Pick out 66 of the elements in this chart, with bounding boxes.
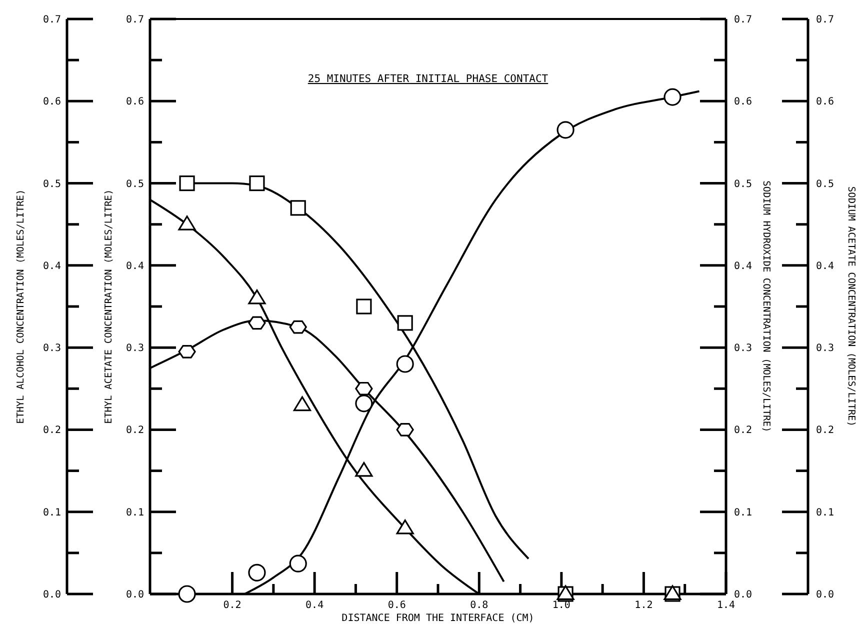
y3-tick-label: 0.4 — [42, 260, 61, 272]
point — [293, 396, 312, 412]
point — [178, 585, 196, 603]
point — [289, 320, 307, 334]
y2-tick-label: 0.4 — [734, 260, 752, 272]
x-tick-label: 1.2 — [634, 600, 653, 611]
point — [355, 394, 373, 412]
y-tick-label: 0.7 — [816, 14, 834, 26]
point — [248, 289, 266, 304]
x-axis-title: DISTANCE FROM THE INTERFACE (CM) — [342, 613, 534, 624]
point — [178, 216, 196, 230]
point — [355, 462, 373, 477]
y2-tick-label: 0.2 — [734, 425, 752, 436]
y3-axis-title: ETHYL ALCOHOL CONCENTRATION (MOLES/LITRE) — [15, 189, 26, 424]
point — [355, 382, 373, 396]
point — [396, 423, 414, 436]
y2-axis-title: SODIUM HYDROXIDE CONCENTRATION (MOLES/LITRE) — [760, 180, 772, 432]
y3-tick-label: 0.0 — [42, 590, 61, 600]
y3-tick-label: 0.6 — [42, 96, 61, 108]
y-tick-label: 0.7 — [126, 14, 144, 26]
y-tick-label: 0.5 — [816, 178, 834, 190]
point — [248, 564, 266, 582]
y-tick-label: 0.2 — [816, 425, 834, 436]
y-tick-label: 0.0 — [126, 590, 144, 600]
y3-tick-label: 0.1 — [42, 507, 61, 518]
x-tick-label: 0.6 — [388, 600, 406, 611]
point — [178, 344, 196, 358]
x-tick-label: 0.8 — [470, 600, 488, 611]
y-axis-title: SODIUM ACETATE CONCENTRATION (MOLES/LITRE) — [846, 186, 857, 427]
y-tick-label: 0.4 — [126, 260, 144, 272]
point — [397, 315, 413, 331]
point — [556, 121, 574, 139]
y3-tick-label: 0.2 — [42, 425, 61, 436]
point — [396, 519, 414, 534]
y-tick-label: 0.3 — [816, 343, 834, 354]
point — [356, 298, 372, 314]
y2-tick-label: 0.7 — [734, 14, 752, 26]
y-tick-label: 0.5 — [126, 178, 144, 190]
y2-tick-label: 0.5 — [734, 178, 752, 190]
y2-tick-label: 0.6 — [734, 96, 752, 108]
text: 25 MINUTES AFTER INITIAL PHASE CONTACT — [308, 73, 549, 85]
x-tick-label: 1.4 — [716, 600, 736, 611]
y2-tick-label: 0.1 — [734, 507, 752, 518]
y3-tick-label: 0.5 — [42, 178, 61, 190]
y-tick-label: 0.6 — [816, 96, 834, 108]
y3-tick-label: 0.7 — [42, 14, 61, 26]
y2-tick-label: 0.0 — [734, 590, 752, 600]
y-axis-title: ETHYL ACETATE CONCENTRATION (MOLES/LITRE) — [103, 189, 114, 424]
x-tick-label: 0.2 — [223, 600, 242, 611]
y2-tick-label: 0.3 — [734, 343, 752, 354]
point — [396, 355, 414, 373]
y-tick-label: 0.2 — [126, 425, 144, 436]
point — [289, 554, 307, 572]
y-tick-label: 0.3 — [126, 343, 144, 354]
x-tick-label: 0.4 — [306, 600, 324, 611]
point — [290, 200, 306, 216]
y3-tick-label: 0.3 — [42, 343, 61, 354]
y-tick-label: 0.1 — [126, 507, 144, 518]
point — [248, 316, 266, 330]
point — [179, 175, 195, 192]
y-tick-label: 0.6 — [126, 96, 144, 108]
point — [664, 88, 682, 106]
y-tick-label: 0.0 — [816, 590, 834, 600]
point — [249, 175, 265, 192]
y-tick-label: 0.1 — [816, 507, 834, 518]
y-tick-label: 0.4 — [816, 260, 834, 272]
